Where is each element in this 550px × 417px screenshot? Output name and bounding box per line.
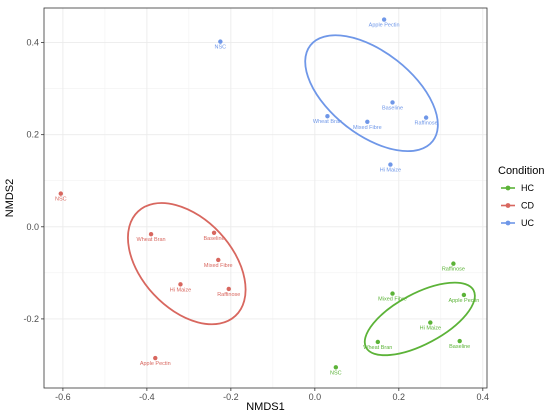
point-label: Baseline: [204, 236, 225, 242]
data-point-hc: [461, 292, 467, 298]
point-label: Raffinose: [442, 267, 465, 273]
point-label: Hi Maize: [170, 287, 191, 293]
x-tick-label: -0.6: [55, 392, 71, 402]
data-point-hc: [428, 320, 433, 325]
data-point-uc: [365, 119, 370, 124]
legend-key-uc: [505, 220, 511, 226]
point-label: Mixed Fibre: [204, 263, 233, 269]
data-point-hc: [333, 365, 339, 370]
point-label: Mixed Fibre: [378, 297, 407, 303]
ellipse-uc: [304, 34, 439, 153]
x-tick-label: -0.2: [223, 392, 239, 402]
data-point-cd: [58, 191, 63, 196]
data-point-hc: [390, 291, 395, 296]
y-tick-label: 0.4: [26, 38, 39, 48]
data-point-uc: [423, 115, 429, 120]
data-point-cd: [148, 231, 154, 237]
data-point-cd: [211, 230, 217, 235]
panel-border: [43, 7, 488, 389]
x-tick-label: 0.4: [477, 392, 490, 402]
grid: [44, 8, 487, 388]
y-tick-label: -0.2: [23, 314, 39, 324]
y-tick-label: 0.2: [26, 130, 39, 140]
data-point-cd: [153, 355, 158, 361]
data-point-hc: [375, 339, 381, 345]
point-label: Raffinose: [415, 121, 438, 127]
point-label: Wheat Bran: [363, 345, 392, 351]
confidence-ellipses: [127, 34, 476, 357]
data-point-cd: [226, 286, 231, 292]
axis-ticks: -0.6 -0.4 -0.2 0.0 0.2 0.4 -0.2 0.0 0.2 0.4: [23, 38, 489, 402]
data-point-uc: [218, 39, 223, 44]
legend: Condition HC CD UC: [498, 165, 544, 228]
data-points: Raffinose Mixed Fibre Apple Pectin Hi Maize…: [55, 17, 479, 376]
point-label: NSC: [215, 45, 227, 51]
data-point-uc: [325, 114, 330, 119]
legend-label-hc: HC: [521, 183, 534, 193]
x-axis-title: NMDS1: [246, 401, 285, 413]
data-point-uc: [381, 17, 387, 22]
point-label: Mixed Fibre: [353, 125, 382, 131]
ellipse-cd: [127, 202, 247, 326]
data-point-hc: [457, 338, 462, 344]
ellipse-hc: [363, 281, 476, 357]
point-label: NSC: [55, 197, 67, 203]
point-label: Baseline: [382, 105, 403, 111]
data-point-cd: [216, 257, 221, 263]
data-point-hc: [451, 261, 456, 266]
point-label: Apple Pectin: [369, 23, 400, 29]
x-tick-label: 0.2: [393, 392, 406, 402]
point-label: Wheat Bran: [137, 237, 166, 243]
point-label: Apple Pectin: [448, 298, 479, 304]
point-label: Apple Pectin: [140, 361, 171, 367]
point-label: Hi Maize: [420, 326, 441, 332]
x-tick-label: 0.0: [309, 392, 322, 402]
legend-label-uc: UC: [521, 218, 534, 228]
legend-label-cd: CD: [521, 201, 534, 211]
y-axis-title: NMDS2: [4, 179, 16, 218]
point-label: Baseline: [449, 344, 470, 350]
y-tick-label: 0.0: [26, 222, 39, 232]
point-label: Hi Maize: [380, 168, 401, 174]
x-tick-label: -0.4: [139, 392, 155, 402]
data-point-uc: [388, 162, 393, 167]
legend-title: Condition: [498, 165, 544, 177]
point-label: Raffinose: [217, 292, 240, 298]
data-point-uc: [390, 100, 395, 105]
legend-key-cd: [505, 203, 511, 208]
point-label: Wheat Bran: [313, 119, 342, 125]
legend-key-hc: [505, 185, 511, 191]
data-point-cd: [178, 282, 183, 287]
point-label: NSC: [330, 370, 342, 376]
